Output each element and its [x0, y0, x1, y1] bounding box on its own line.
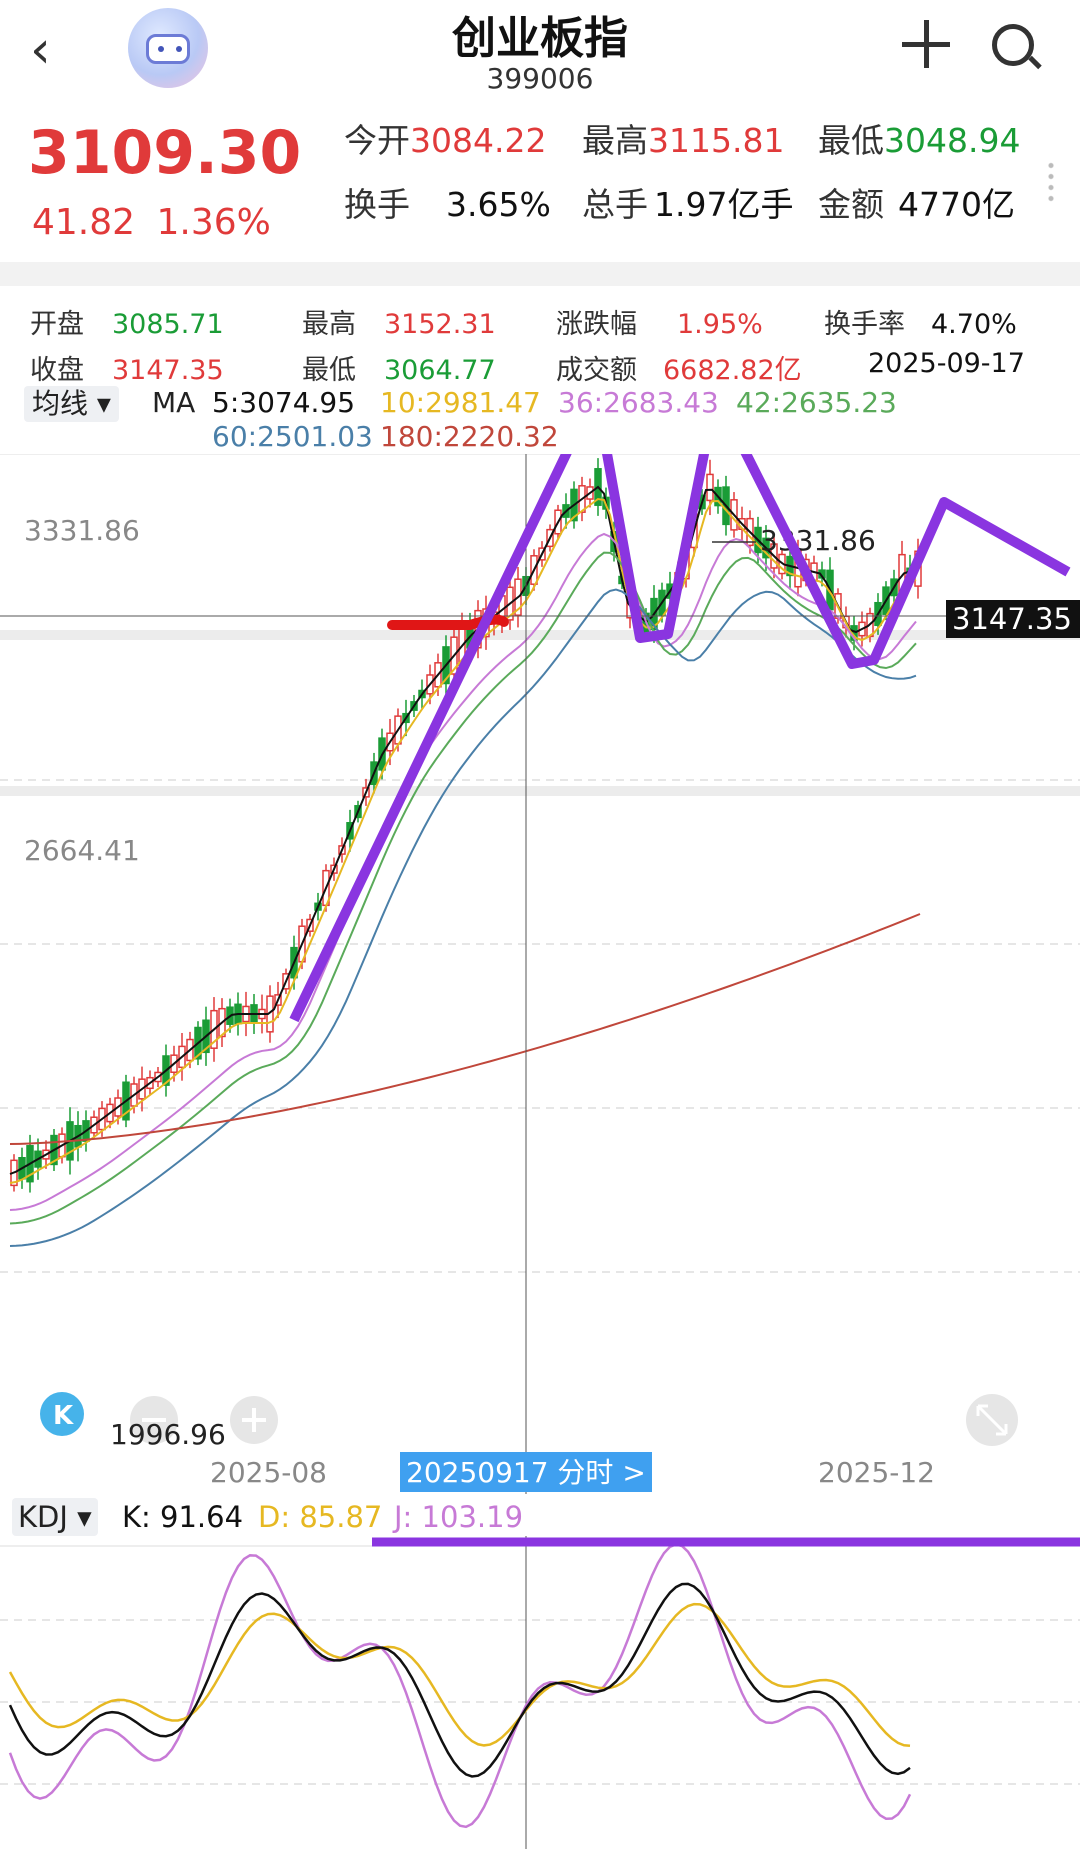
kdj-k-value: K: 91.64 — [122, 1500, 244, 1534]
ma10-value: 10:2981.47 — [380, 386, 541, 419]
low-today: 最低3048.94 — [818, 121, 1021, 160]
avatar[interactable] — [128, 8, 208, 88]
ma-selector[interactable]: 均线 ▾ — [24, 386, 119, 422]
price-change: 41.82 1.36% — [32, 202, 271, 243]
page-title: 创业板指 — [452, 13, 628, 64]
kdj-legend: KDJ ▾ K: 91.64 D: 85.87 J: 103.19 — [0, 1494, 1080, 1542]
quote-panel: 3109.30 41.82 1.36% 今开3084.22 最高3115.81 … — [0, 110, 1080, 260]
mid-price-label: 2664.41 — [24, 834, 140, 867]
info-close: 收盘 3147.35 — [30, 355, 224, 386]
top-price-label: 3331.86 — [24, 514, 140, 547]
day-info-panel: 开盘 3085.71 最高 3152.31 涨跌幅 1.95% 换手率 4.70% 收盘… — [0, 286, 1080, 386]
more-handle-icon[interactable] — [1046, 160, 1056, 204]
ma180-value: 180:2220.32 — [380, 420, 559, 453]
info-low: 最低 3064.77 — [302, 355, 496, 386]
ma-lines — [9, 485, 921, 1247]
candlesticks — [10, 458, 922, 1193]
info-pct: 涨跌幅 1.95% — [556, 309, 763, 340]
purple-trend-annotation — [289, 387, 1071, 1023]
axis-date-aug: 2025-08 — [210, 1456, 327, 1489]
kline-chart[interactable]: 3331.86 2664.41 3331.86 3147.35 K 1996.9… — [0, 387, 1080, 1494]
search-icon[interactable] — [988, 20, 1044, 76]
crosshair-price-tag — [946, 600, 1080, 638]
current-price: 3109.30 — [28, 118, 302, 188]
mascot-face-icon — [146, 34, 190, 64]
section-divider — [0, 262, 1080, 286]
low-price-label: 1996.96 — [110, 1418, 226, 1451]
info-amount: 成交额 6682.82亿 — [556, 355, 802, 386]
volume: 总手 1.97亿手 — [582, 185, 794, 224]
ma5-value: 5:3074.95 — [212, 386, 356, 419]
k-logo-icon — [40, 1392, 84, 1436]
axis-date-dec: 2025-12 — [818, 1456, 935, 1489]
info-date: 2025-09-17 — [868, 348, 1025, 379]
ma36-value: 36:2683.43 — [558, 386, 719, 419]
kdj-j-line — [8, 1543, 912, 1829]
kdj-k-line — [8, 1582, 911, 1778]
kdj-svg[interactable] — [0, 1536, 1080, 1849]
ma42-value: 42:2635.23 — [736, 386, 897, 419]
turnover: 换手 3.65% — [344, 185, 551, 224]
change-percent: 1.36% — [156, 202, 271, 243]
kdj-selector[interactable]: KDJ ▾ — [12, 1498, 98, 1536]
open-today: 今开3084.22 — [344, 121, 547, 160]
high-today: 最高3115.81 — [582, 121, 785, 160]
kdj-j-value: J: 103.19 — [394, 1500, 524, 1534]
crosshair-price: 3147.35 — [952, 602, 1072, 636]
stock-code: 399006 — [486, 62, 594, 95]
change-value: 41.82 — [32, 202, 136, 243]
plus-icon[interactable] — [898, 16, 954, 72]
info-open: 开盘 3085.71 — [30, 309, 224, 340]
ma60-value: 60:2501.03 — [212, 420, 373, 453]
k-logo-letter: K — [53, 1401, 74, 1431]
kdj-d-line — [8, 1602, 911, 1748]
back-button[interactable]: ‹ — [30, 20, 51, 80]
kdj-d-value: D: 85.87 — [258, 1500, 383, 1534]
intraday-tooltip-text[interactable]: 20250917 分时 > — [406, 1456, 646, 1489]
amount: 金额 4770亿 — [818, 185, 1015, 224]
peak-price-label: 3331.86 — [760, 524, 876, 557]
top-bar: ‹ 创业板指 399006 — [0, 0, 1080, 110]
info-turn: 换手率 4.70% — [824, 309, 1017, 340]
info-high: 最高 3152.31 — [302, 309, 496, 340]
intraday-tooltip[interactable] — [400, 1452, 652, 1492]
ma-prefix: MA — [152, 386, 196, 419]
kline-svg[interactable]: 3331.86 2664.41 3331.86 3147.35 K 1996.9… — [0, 387, 1080, 1494]
kdj-chart[interactable] — [0, 1536, 1080, 1849]
ma-legend: 均线 ▾ MA 5:3074.95 10:2981.47 36:2683.43 … — [0, 384, 1080, 454]
